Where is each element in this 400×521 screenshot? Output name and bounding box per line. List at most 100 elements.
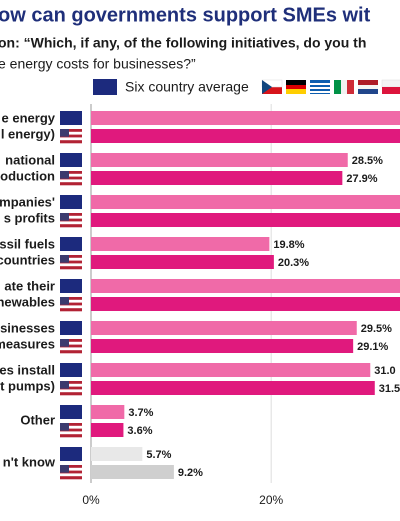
flag-icon	[60, 221, 82, 225]
flag-icon	[60, 465, 82, 469]
flag-icon	[60, 383, 82, 387]
flag-icon	[60, 213, 82, 217]
bar	[91, 237, 270, 251]
value-label: 5.7%	[146, 449, 171, 461]
y-tick-label: roduction	[0, 168, 55, 183]
x-tick-label: 20%	[259, 493, 283, 507]
y-tick-label: t pumps)	[0, 378, 55, 393]
bar	[91, 339, 354, 353]
flag-icon	[60, 350, 82, 354]
value-label: 9.2%	[178, 467, 203, 479]
y-tick-label: newables	[0, 294, 55, 309]
y-tick-label: national	[5, 152, 55, 167]
value-label: 28.5%	[352, 155, 383, 167]
bar	[91, 423, 124, 437]
plot-area	[91, 111, 400, 479]
value-label: 19.8%	[273, 239, 304, 251]
series-icon	[60, 279, 82, 293]
flag-icon	[60, 389, 82, 393]
y-tick-label: es install	[0, 362, 55, 377]
subtitle: on: “Which, if any, of the following ini…	[0, 35, 366, 51]
flag-icon	[60, 215, 82, 219]
flag-icon	[60, 297, 82, 301]
flag-icon	[60, 218, 82, 222]
value-label: 29.1%	[357, 341, 388, 353]
flag-icon	[60, 392, 82, 396]
x-tick-label: 0%	[82, 493, 100, 507]
value-label: 27.9%	[346, 173, 377, 185]
flag-icon	[60, 255, 82, 259]
flag-icon	[60, 224, 82, 228]
y-tick-label: ate their	[4, 278, 55, 293]
value-label: 31.0	[374, 365, 395, 377]
flag-icon	[60, 134, 82, 138]
y-tick-label: l energy)	[1, 126, 55, 141]
flag-icon	[60, 339, 69, 347]
flag-icon	[60, 423, 69, 431]
flag-icon	[60, 428, 82, 432]
flag-icon	[60, 473, 82, 477]
y-tick-label: measures	[0, 336, 55, 351]
bar	[91, 279, 400, 293]
value-label: 3.6%	[127, 425, 152, 437]
value-label: 3.7%	[128, 407, 153, 419]
legend-flags	[261, 79, 400, 94]
legend-swatch	[93, 79, 117, 95]
y-tick-label: sinesses	[0, 320, 55, 335]
y-tick-label: s profits	[4, 210, 55, 225]
series-icon	[60, 405, 82, 419]
flag-icon	[60, 171, 69, 179]
flag-icon	[60, 339, 82, 343]
bar	[91, 195, 400, 209]
flag-icon	[60, 423, 82, 427]
flag-icon	[60, 260, 82, 264]
y-tick-label: ssil fuels	[0, 236, 55, 251]
flag-icon	[60, 137, 82, 141]
bar	[91, 297, 400, 311]
bar	[91, 213, 400, 227]
flag-icon	[60, 344, 82, 348]
flag-icon	[60, 305, 82, 309]
bar	[91, 321, 357, 335]
value-label: 29.5%	[361, 323, 392, 335]
series-icon	[60, 153, 82, 167]
flag-icon	[60, 140, 82, 144]
value-label: 20.3%	[278, 257, 309, 269]
flag-icon	[60, 263, 82, 267]
flag-icon	[60, 297, 69, 305]
flag-icon	[60, 176, 82, 180]
bar	[91, 405, 125, 419]
flag-icon	[60, 467, 82, 471]
series-icon	[60, 447, 82, 461]
legend-label: Six country average	[125, 79, 249, 95]
series-icon	[60, 195, 82, 209]
bar	[91, 381, 375, 395]
flag-icon	[60, 173, 82, 177]
bar	[91, 171, 343, 185]
flag-icon	[60, 425, 82, 429]
flag-icon	[60, 182, 82, 186]
value-label: 31.5	[379, 383, 400, 395]
series-icon	[60, 363, 82, 377]
bar	[91, 447, 143, 461]
flag-icon	[60, 465, 69, 473]
flag-icon	[60, 434, 82, 438]
bar	[91, 153, 348, 167]
series-icon	[60, 237, 82, 251]
flag-icon	[60, 299, 82, 303]
flag-icon	[60, 255, 69, 263]
flag-icon	[60, 129, 69, 137]
flag-icon	[60, 470, 82, 474]
series-icon	[60, 111, 82, 125]
y-tick-label: e energy	[2, 110, 56, 125]
flag-icon	[60, 476, 82, 480]
flag-icon	[60, 347, 82, 351]
flag-icon	[60, 129, 82, 133]
y-tick-label: countries	[0, 252, 55, 267]
flag-icon	[60, 171, 82, 175]
flag-icon	[60, 179, 82, 183]
flag-icon	[60, 381, 69, 389]
flag-icon	[60, 381, 82, 385]
flag-icon	[60, 308, 82, 312]
